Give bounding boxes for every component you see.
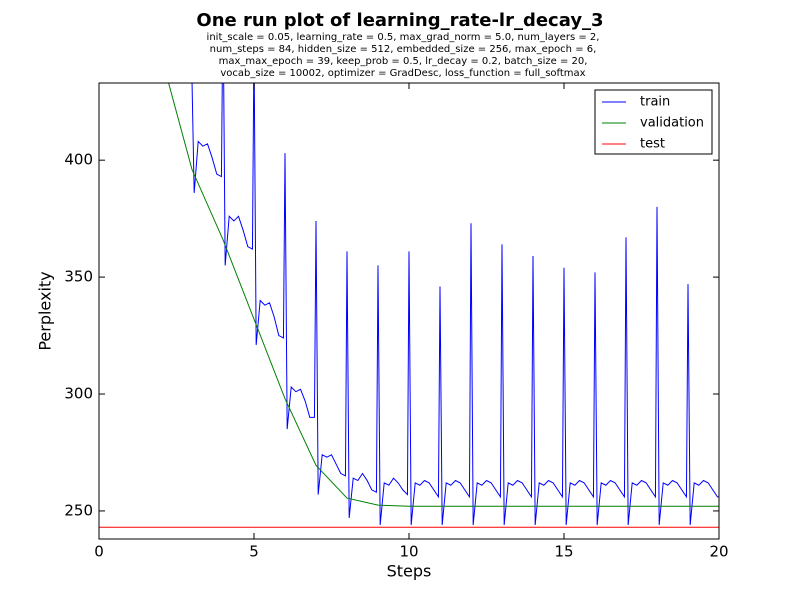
x-tick-label: 10 [399,543,418,561]
legend-label: test [640,137,665,152]
legend: train validation test [594,89,713,155]
y-axis-label: Perplexity [36,271,55,350]
y-tick-label: 400 [64,151,93,169]
y-tick-label: 250 [64,501,93,519]
plot-area [99,83,719,528]
legend-box [594,89,713,155]
chart-title: One run plot of learning_rate-lr_decay_3 [196,10,603,31]
y-tick-label: 350 [64,268,93,286]
x-tick-label: 15 [554,543,573,561]
y-tick-label: 300 [64,385,93,403]
legend-label: validation [640,116,704,131]
line-0 [191,83,719,526]
legend-label: train [640,95,670,110]
chart-subtitle: vocab_size = 10002, optimizer = GradDesc… [220,68,585,79]
x-tick-label: 5 [249,543,259,561]
chart-subtitle: num_steps = 84, hidden_size = 512, embed… [210,44,597,55]
chart-subtitle: init_scale = 0.05, learning_rate = 0.5, … [207,32,600,43]
chart-subtitle: max_max_epoch = 39, keep_prob = 0.5, lr_… [219,56,588,67]
x-tick-label: 0 [94,543,104,561]
x-axis-label: Steps [387,562,432,581]
line-1 [168,83,719,507]
x-tick-label: 20 [709,543,728,561]
